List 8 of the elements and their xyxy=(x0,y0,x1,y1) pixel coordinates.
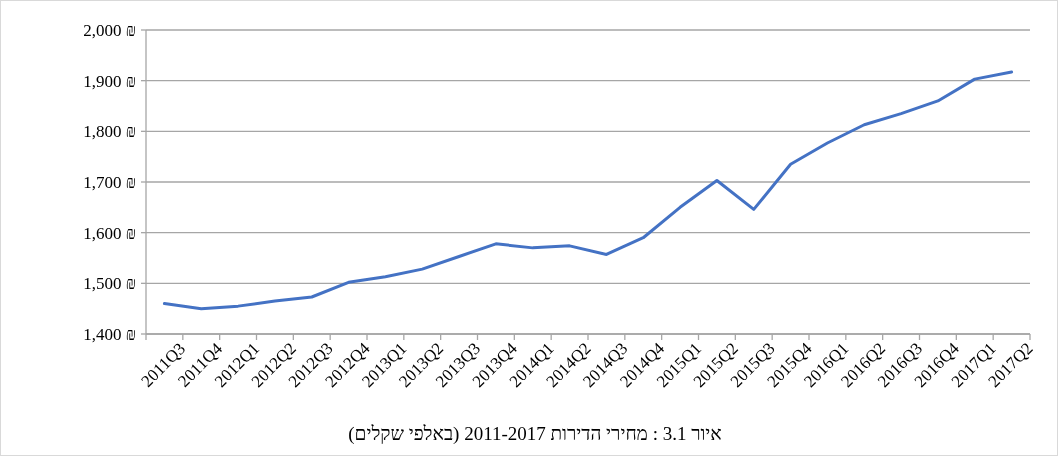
y-tick-label: 1,500 ₪ xyxy=(83,274,136,294)
text: איור 3.1 : מחירי הדירות 2011-2017 (באלפי שקלים) xyxy=(348,423,722,445)
y-tick-label: 2,000 ₪ xyxy=(83,21,136,40)
y-tick-label: 1,400 ₪ xyxy=(83,325,136,344)
y-tick-label: 1,600 ₪ xyxy=(83,223,136,243)
y-tick-label: 1,900 ₪ xyxy=(83,71,136,91)
y-tick-label: 1,800 ₪ xyxy=(83,122,136,142)
y-tick-label: 1,700 ₪ xyxy=(83,173,136,192)
